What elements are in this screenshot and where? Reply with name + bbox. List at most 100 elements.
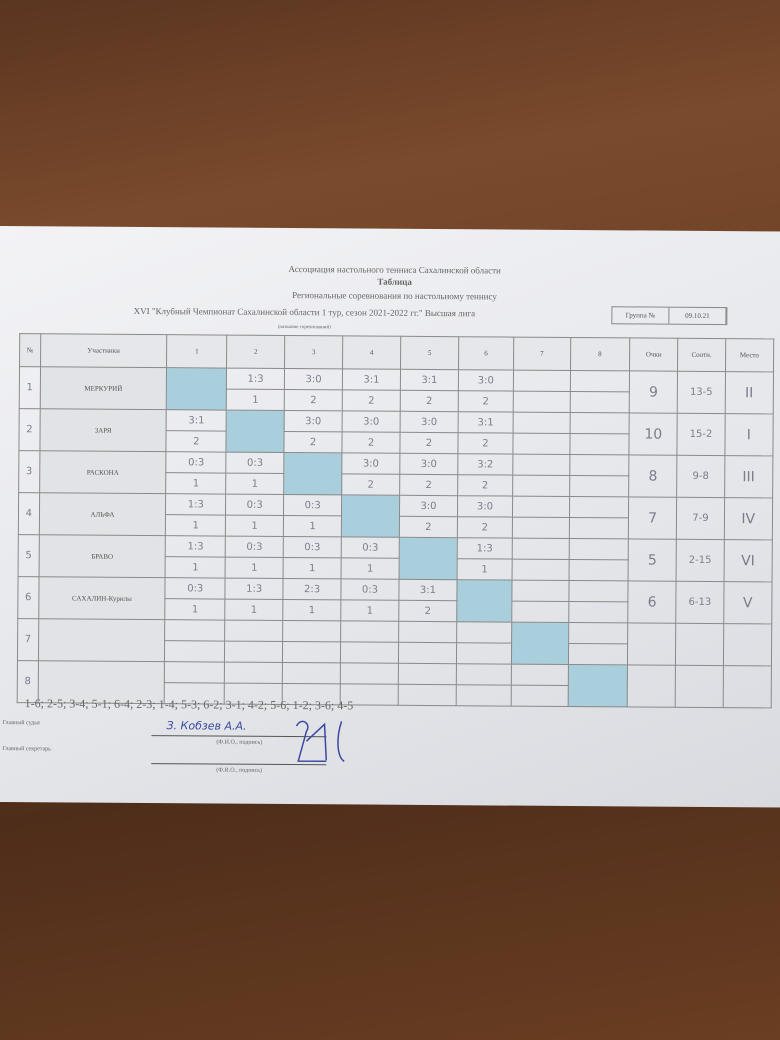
match-score: 0:3 bbox=[341, 536, 400, 559]
match-points: 1 bbox=[225, 515, 284, 537]
match-score: 0:3 bbox=[225, 536, 284, 558]
match-score bbox=[340, 662, 399, 685]
place: I bbox=[724, 413, 774, 456]
match-points: 2 bbox=[399, 516, 458, 538]
match-points bbox=[398, 642, 457, 664]
table-row: 1 МЕРКУРИЙ 1:3 3:0 3:1 3:1 3:0 9 13-5 II bbox=[19, 366, 774, 414]
row-number: 2 bbox=[18, 408, 40, 451]
match-points bbox=[513, 391, 570, 413]
total-points bbox=[627, 664, 676, 708]
game-ratio bbox=[675, 665, 724, 708]
column-header: 8 bbox=[570, 337, 630, 371]
match-score bbox=[164, 661, 225, 684]
match-score: 1:3 bbox=[165, 535, 226, 558]
match-score: 3:0 bbox=[457, 495, 513, 518]
secretary-label: Главный секретарь bbox=[2, 746, 51, 753]
match-score: 3:2 bbox=[457, 453, 513, 476]
total-points: 7 bbox=[628, 496, 677, 540]
column-header: 5 bbox=[400, 336, 459, 370]
row-number: 7 bbox=[17, 618, 39, 661]
judge-signature: З. Кобзев А.А. bbox=[166, 719, 247, 733]
diagonal-cell bbox=[283, 452, 343, 495]
match-points: 2 bbox=[458, 390, 514, 413]
column-header: № bbox=[19, 333, 41, 367]
row-number: 6 bbox=[17, 576, 39, 619]
column-header: 6 bbox=[458, 336, 514, 371]
event-name: XVI "Клубный Чемпионат Сахалинской облас… bbox=[133, 305, 476, 319]
match-score bbox=[569, 454, 630, 476]
match-score bbox=[568, 622, 628, 644]
place: IV bbox=[723, 497, 773, 540]
match-points bbox=[568, 559, 629, 581]
match-score bbox=[568, 538, 629, 560]
match-score bbox=[512, 538, 569, 560]
column-header: Очки bbox=[629, 337, 679, 372]
diagonal-cell bbox=[567, 664, 628, 707]
team-name: БРАВО bbox=[38, 534, 166, 578]
group-box: Группа № 09.10.21 bbox=[611, 306, 728, 326]
diagonal-cell bbox=[226, 410, 285, 453]
secretary-sign-caption: (Ф.И.О., подпись) bbox=[216, 767, 263, 774]
match-points bbox=[511, 601, 569, 623]
match-schedule: 1-6; 2-5; 3-4; 5-1; 6-4; 2-3; 1-4; 5-3; … bbox=[24, 696, 354, 713]
place bbox=[722, 665, 772, 708]
match-score bbox=[569, 412, 630, 434]
game-ratio: 2-15 bbox=[676, 539, 724, 582]
match-points: 1 bbox=[456, 558, 513, 581]
total-points: 10 bbox=[629, 412, 678, 456]
match-points: 2 bbox=[457, 474, 513, 497]
match-points bbox=[511, 685, 568, 707]
match-score bbox=[456, 663, 512, 686]
match-points bbox=[568, 601, 628, 623]
match-score bbox=[398, 621, 457, 643]
match-points: 2 bbox=[284, 389, 343, 411]
match-score bbox=[512, 412, 570, 434]
match-score bbox=[569, 496, 629, 518]
row-number: 4 bbox=[18, 492, 40, 535]
results-table: № Участники 1 2 3 4 5 6 7 8 Очки Соотн. Место 1 МЕРКУР… bbox=[17, 333, 775, 708]
match-points: 1 bbox=[226, 389, 285, 411]
match-score: 0:3 bbox=[340, 578, 400, 601]
match-points: 2 bbox=[400, 390, 459, 412]
column-header: Соотн. bbox=[677, 338, 726, 372]
table-row: 6 САХАЛИН-Курилы 0:3 1:3 2:3 0:3 3:1 6 6-13 V bbox=[17, 576, 773, 624]
place: II bbox=[724, 371, 774, 414]
match-score bbox=[511, 580, 569, 602]
match-points bbox=[456, 642, 512, 665]
team-name: ЗАРЯ bbox=[39, 408, 167, 452]
diagonal-cell bbox=[399, 537, 458, 580]
match-points: 2 bbox=[457, 516, 513, 539]
place bbox=[723, 623, 772, 666]
column-header: 4 bbox=[342, 335, 401, 370]
match-score bbox=[568, 580, 629, 602]
table-row: 7 bbox=[17, 618, 772, 666]
group-label: Группа № bbox=[612, 307, 670, 324]
match-points: 1 bbox=[165, 472, 227, 495]
match-points: 2 bbox=[166, 430, 227, 453]
place: III bbox=[724, 455, 773, 498]
match-score: 3:0 bbox=[284, 410, 343, 432]
match-points bbox=[164, 640, 225, 663]
diagonal-cell bbox=[166, 367, 227, 411]
match-points bbox=[398, 684, 457, 706]
date: 09.10.21 bbox=[669, 307, 727, 325]
match-score: 0:3 bbox=[166, 451, 227, 474]
game-ratio: 15-2 bbox=[677, 413, 725, 456]
match-points: 1 bbox=[340, 599, 399, 622]
match-points bbox=[512, 475, 570, 497]
game-ratio bbox=[675, 623, 724, 666]
match-score bbox=[340, 620, 399, 643]
match-score bbox=[569, 370, 630, 392]
match-points: 1 bbox=[165, 514, 226, 537]
match-points bbox=[224, 641, 283, 663]
table-row: 4 АЛЬФА 1:3 0:3 0:3 3:0 3:0 7 7-9 IV bbox=[18, 492, 773, 540]
place: V bbox=[723, 581, 773, 624]
diagonal-cell bbox=[341, 494, 400, 538]
match-points bbox=[512, 433, 570, 455]
match-points bbox=[282, 641, 341, 663]
match-score bbox=[282, 620, 341, 642]
match-score bbox=[224, 662, 283, 684]
total-points: 9 bbox=[629, 370, 678, 414]
match-points: 2 bbox=[398, 600, 457, 622]
row-number: 5 bbox=[18, 534, 40, 577]
